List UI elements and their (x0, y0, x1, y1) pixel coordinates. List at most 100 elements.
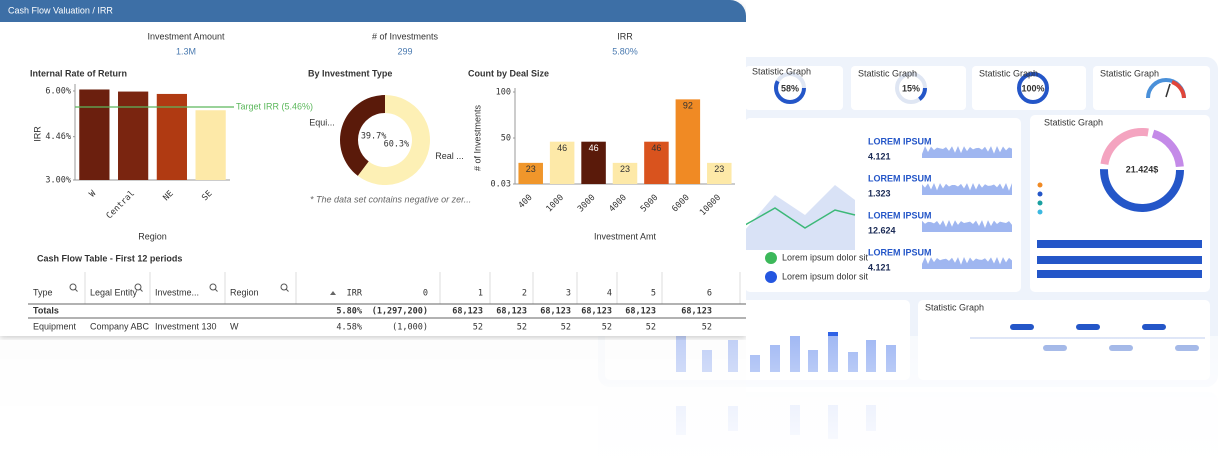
chart-title: By Investment Type (308, 68, 392, 78)
header-bar (0, 0, 746, 22)
column-header: 5 (651, 289, 656, 299)
table-cell: 68,123 (496, 307, 527, 317)
header-title: Cash Flow Valuation / IRR (8, 5, 113, 15)
x-axis-label: Investment Amt (594, 231, 657, 241)
slice-label: 60.3% (384, 139, 410, 149)
y-tick-label: 4.46% (45, 132, 71, 142)
dot (1037, 191, 1043, 197)
data-label: 46 (651, 143, 661, 153)
y-axis-label: IRR (32, 126, 42, 142)
reflection-fade (0, 336, 1221, 473)
card-value: 15% (902, 83, 920, 93)
timeline-pill (1142, 324, 1166, 330)
table-cell: 5.80% (336, 307, 362, 317)
donut-slice (357, 95, 431, 185)
sort-icon (330, 291, 336, 295)
dot (1037, 200, 1043, 206)
bar (612, 162, 638, 184)
search-icon (280, 283, 288, 291)
kpi-label: # of Investments (372, 31, 439, 41)
legend-label: Lorem ipsum dolor sit (782, 271, 869, 281)
bar (581, 141, 606, 184)
table-cell: 68,123 (452, 307, 483, 317)
data-label: 23 (620, 164, 630, 174)
table-row (1037, 256, 1202, 264)
table-title: Cash Flow Table - First 12 periods (37, 253, 182, 263)
sparkline (922, 183, 1012, 195)
line (744, 207, 856, 229)
x-axis-label: Region (138, 231, 167, 241)
kpi-value: 5.80% (612, 46, 638, 56)
table-cell: Investment 130 (155, 321, 217, 331)
category-label: Real ... (435, 151, 464, 161)
table-row (1037, 240, 1202, 248)
table-row (1037, 270, 1202, 278)
bar (156, 93, 187, 180)
search-icon (69, 283, 77, 291)
card-title: Statistic Graph (979, 68, 1038, 78)
table-cell: 68,123 (625, 307, 656, 317)
legend-swatch (765, 252, 777, 264)
metrics: LOREM IPSUM 4.121 LOREM IPSUM 1.323 LOREM IP… (868, 136, 1012, 272)
bar (118, 91, 149, 180)
table-cell: (1,000) (392, 323, 428, 333)
metric-value: 1.323 (868, 188, 891, 198)
data-label: 23 (526, 164, 536, 174)
column-header: IRR (347, 289, 363, 299)
metric-value: 4.121 (868, 262, 891, 272)
card-title: Statistic Graph (858, 68, 917, 78)
metric-value: 12.624 (868, 225, 896, 235)
metric-label: LOREM IPSUM (868, 247, 932, 257)
bar (79, 89, 110, 180)
y-tick-label: 6.00% (45, 86, 71, 96)
column-header: 1 (478, 289, 483, 299)
search-icon (285, 288, 289, 292)
ring (1100, 128, 1184, 212)
search-icon (134, 283, 142, 291)
table-cell: 52 (517, 323, 527, 333)
kpi-label: Investment Amount (147, 31, 225, 41)
x-tick-label: W (88, 188, 99, 199)
left-panel: Cash Flow Valuation / IRR Investment Amo… (0, 0, 746, 336)
target-label: Target IRR (5.46%) (236, 101, 313, 111)
slice-label: 39.7% (361, 132, 387, 142)
timeline-pill (1076, 324, 1100, 330)
data-label: 46 (589, 143, 599, 153)
chart-title: Count by Deal Size (468, 68, 549, 78)
y-tick-label: 3.00% (45, 176, 71, 186)
card-title: Statistic Graph (925, 302, 984, 312)
data-label: 92 (683, 101, 693, 111)
bar (675, 99, 701, 184)
table-cell: Equipment (33, 321, 77, 331)
table-cell: 68,123 (581, 307, 612, 317)
sparkline (922, 146, 1012, 158)
table-cell: 52 (473, 323, 483, 333)
area (745, 185, 855, 250)
dot (1037, 182, 1043, 188)
metric-label: LOREM IPSUM (868, 173, 932, 183)
bar (518, 162, 543, 184)
column-header: Investme... (155, 287, 199, 297)
panel-content: Investment Amount 1.3M # of Investments 299… (28, 31, 746, 333)
table-cell: (1,297,200) (372, 307, 428, 317)
ring (774, 72, 806, 104)
column-header: Type (33, 287, 53, 297)
ring (1017, 72, 1049, 104)
table-cell: 68,123 (681, 307, 712, 317)
bar (707, 162, 732, 184)
ring (1100, 128, 1184, 212)
legend-swatch (765, 271, 777, 283)
timeline-pill (1010, 324, 1034, 330)
table-cell: 52 (561, 323, 571, 333)
table-cell: 68,123 (540, 307, 571, 317)
table-cell: 52 (702, 323, 712, 333)
column-header: Legal Entity (90, 287, 138, 297)
card-value: 100% (1021, 83, 1044, 93)
bar (549, 141, 575, 184)
kpi-label: IRR (617, 31, 633, 41)
column-header: 3 (566, 289, 571, 299)
y-tick-label: 0.03 (491, 180, 511, 190)
dot (1037, 209, 1043, 215)
data-label: 46 (557, 143, 567, 153)
